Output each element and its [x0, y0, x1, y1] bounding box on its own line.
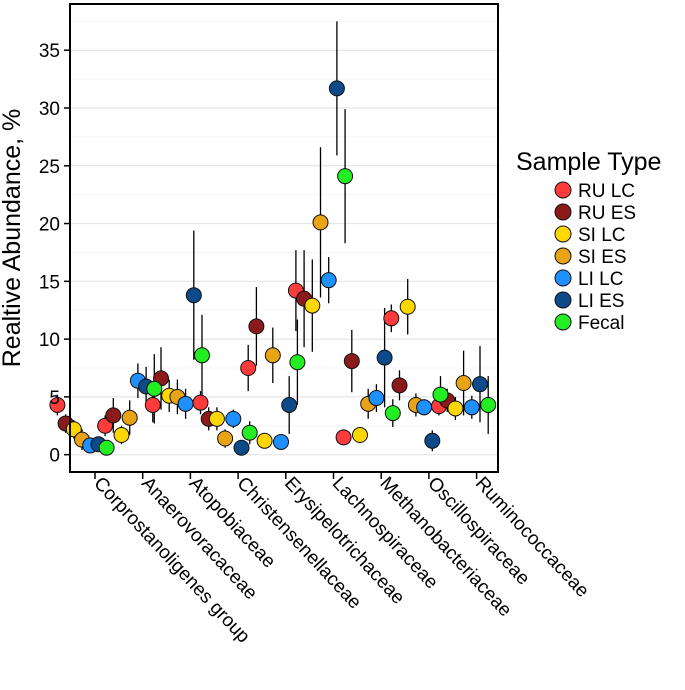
y-tick-label: 5 [49, 388, 60, 409]
data-point [328, 80, 345, 97]
data-point [384, 405, 401, 422]
data-point [217, 430, 234, 447]
data-point [312, 214, 329, 231]
legend-label: Fecal [578, 313, 624, 334]
data-point [281, 396, 298, 413]
data-point [208, 410, 225, 427]
legend-item: SI ES [554, 247, 627, 268]
y-axis: 0 5 10 15 20 25 30 35 [39, 41, 70, 467]
legend-label: RU ES [578, 203, 636, 224]
data-point [97, 417, 114, 434]
legend-swatch [554, 269, 572, 287]
data-points [49, 80, 497, 456]
data-point [391, 377, 408, 394]
data-point [447, 400, 464, 417]
legend-swatch [554, 203, 572, 221]
legend-item: SI LC [554, 225, 626, 246]
data-point [320, 272, 337, 289]
data-point [335, 429, 352, 446]
gridlines [70, 20, 498, 456]
data-point [424, 432, 441, 449]
data-point [304, 297, 321, 314]
plot-panel-border [69, 3, 499, 473]
data-point [192, 394, 209, 411]
data-point [177, 395, 194, 412]
x-axis: Corprostanoligenes groupAnaerovoracaceae… [89, 472, 593, 647]
legend-item: RU LC [554, 181, 635, 202]
data-point [146, 380, 163, 397]
data-point [105, 407, 122, 424]
data-point [472, 376, 488, 393]
data-point [352, 427, 368, 444]
data-point [480, 396, 497, 413]
y-tick-label: 15 [39, 272, 60, 293]
data-point [463, 399, 480, 416]
data-point [399, 298, 416, 315]
data-point [432, 386, 449, 403]
legend-item: RU ES [554, 203, 636, 224]
legend-label: SI ES [578, 247, 627, 268]
legend-swatch [554, 291, 572, 309]
data-point [256, 432, 273, 449]
y-tick-label: 25 [39, 157, 60, 178]
legend-swatch [554, 313, 572, 331]
data-point [225, 410, 242, 427]
data-point [416, 399, 433, 416]
legend-swatch [554, 225, 572, 243]
data-point [273, 433, 289, 450]
data-point [240, 360, 257, 376]
legend-item: LI LC [554, 269, 623, 290]
data-point [121, 409, 138, 426]
data-point [233, 439, 250, 456]
legend-title: Sample Type [516, 148, 661, 176]
data-point [98, 439, 115, 456]
y-tick-label: 35 [39, 41, 60, 62]
error-bars [56, 21, 489, 454]
data-point [241, 424, 258, 441]
legend-label: RU LC [578, 181, 635, 202]
legend-label: SI LC [578, 225, 626, 246]
legend-label: LI LC [578, 269, 623, 290]
legend-item: LI ES [554, 291, 624, 312]
data-point [343, 353, 360, 370]
data-point [383, 310, 400, 327]
y-tick-label: 0 [49, 446, 60, 467]
y-tick-label: 10 [39, 330, 60, 351]
data-point [264, 347, 281, 364]
data-point [248, 318, 265, 335]
legend-item: Fecal [554, 313, 624, 334]
y-tick-label: 20 [39, 215, 60, 236]
legend-swatch [554, 247, 572, 265]
legend-label: LI ES [578, 291, 624, 312]
data-point [455, 375, 472, 392]
data-point [144, 396, 161, 413]
data-point [337, 168, 354, 185]
data-point [49, 396, 66, 413]
y-axis-title: Realtive Abundance, % [0, 109, 26, 368]
data-point [289, 354, 306, 371]
data-point [194, 347, 210, 364]
legend-swatch [554, 181, 572, 199]
data-point [368, 390, 385, 407]
y-tick-label: 30 [39, 99, 60, 120]
data-point [185, 287, 202, 304]
data-point [113, 427, 130, 444]
data-point [376, 349, 393, 366]
